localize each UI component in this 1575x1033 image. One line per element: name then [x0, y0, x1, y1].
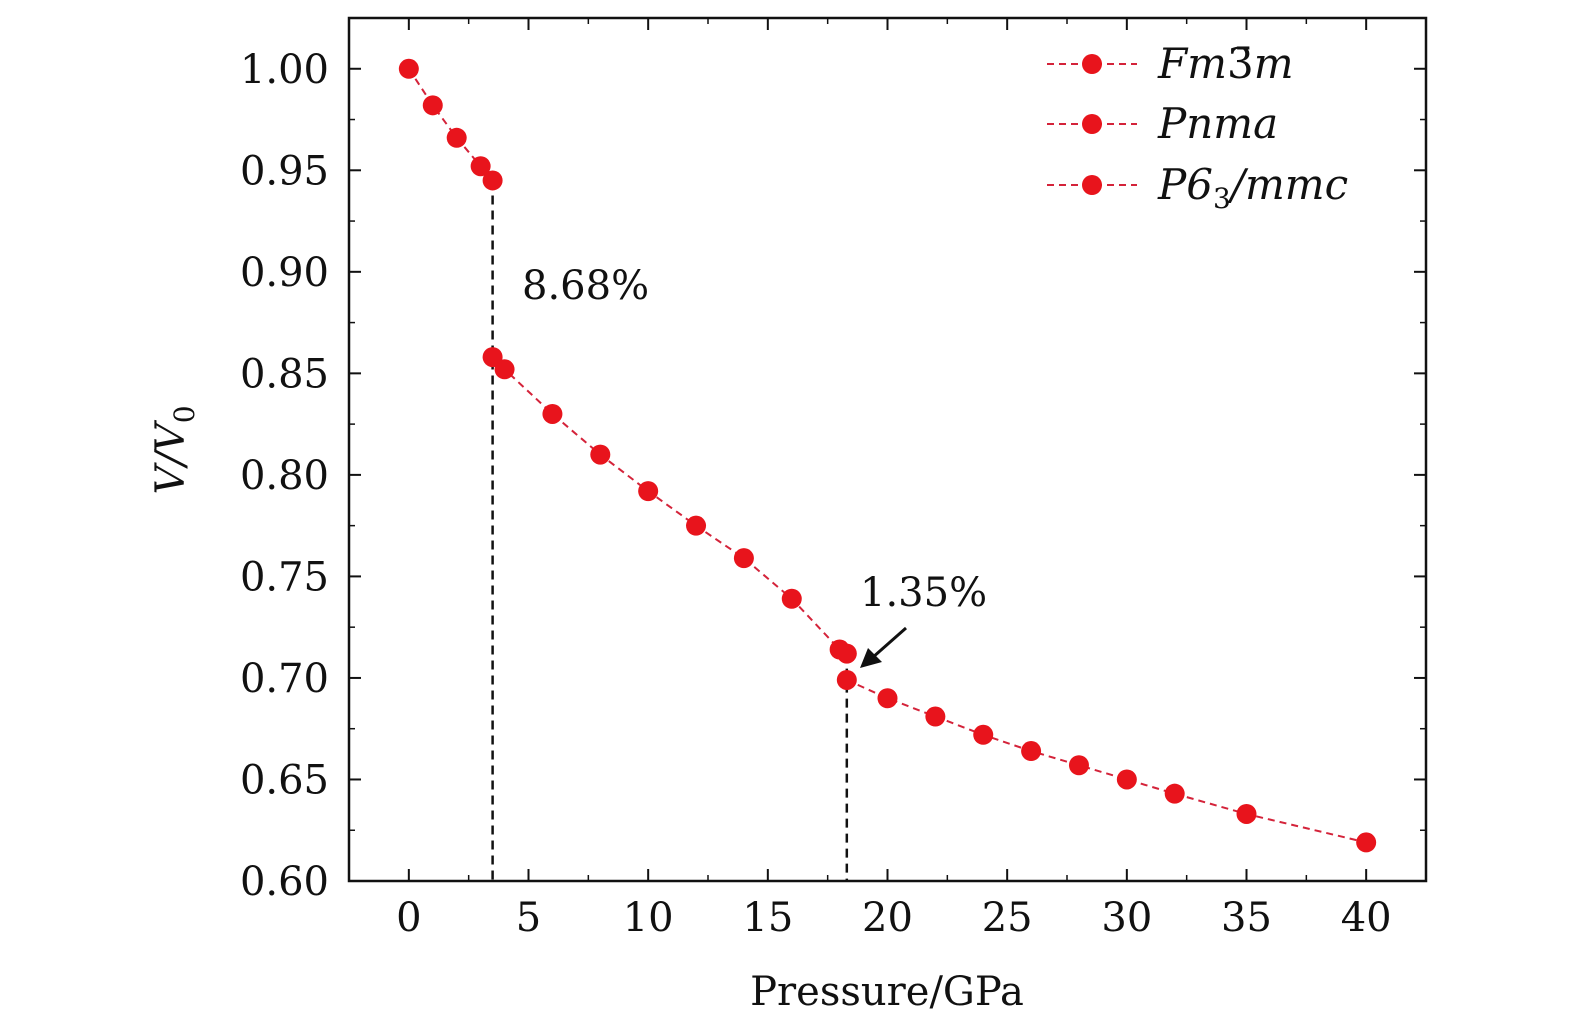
y-tick-labels: 0.60 0.65 0.70 0.75 0.80 0.85 0.90 0.95 1.00 — [240, 47, 329, 905]
data-point — [590, 444, 611, 465]
y-tick-label: 0.65 — [240, 757, 329, 803]
data-point — [638, 481, 659, 502]
data-point — [1356, 832, 1377, 853]
data-point — [422, 95, 443, 116]
y-tick-label: 0.85 — [240, 351, 329, 397]
legend-item-pnma: Pnma — [1047, 99, 1278, 148]
data-point — [925, 706, 946, 727]
x-axis-title: Pressure/GPa — [750, 969, 1024, 1015]
data-point — [1116, 769, 1137, 790]
x-tick-labels: 0 5 10 15 20 25 30 35 40 — [396, 895, 1392, 941]
data-point — [446, 127, 467, 148]
data-point — [398, 58, 419, 79]
legend-item-p63mmc: P63/mmc — [1047, 160, 1348, 215]
annotation-arrow — [860, 626, 907, 668]
x-tick-label: 15 — [742, 895, 793, 941]
x-tick-label: 30 — [1101, 895, 1152, 941]
data-point — [482, 347, 503, 368]
y-tick-label: 1.00 — [240, 47, 329, 93]
svg-text:P63/mmc: P63/mmc — [1157, 160, 1348, 215]
y-tick-label: 0.75 — [240, 554, 329, 600]
x-tick-label: 25 — [982, 895, 1033, 941]
y-tick-label: 0.60 — [240, 859, 329, 905]
transition-drop-lines — [491, 180, 849, 881]
data-point — [733, 548, 754, 569]
data-point — [1021, 741, 1042, 762]
svg-text:Pnma: Pnma — [1157, 99, 1278, 148]
svg-text:V/V0: V/V0 — [148, 405, 201, 494]
annotation-1-35: 1.35% — [860, 570, 987, 616]
series-line-2 — [846, 679, 1367, 844]
data-point — [1164, 783, 1185, 804]
data-point — [470, 156, 491, 177]
series-points — [398, 58, 1377, 853]
data-point — [1236, 803, 1257, 824]
data-point — [973, 724, 994, 745]
svg-text:Fm3̄m: Fm3̄m — [1157, 39, 1294, 88]
data-point — [494, 359, 515, 380]
y-axis-title: V/V0 — [148, 405, 201, 494]
y-tick-label: 0.80 — [240, 453, 329, 499]
axis-ticks — [349, 18, 1426, 882]
y-axis-title-subscript: 0 — [168, 405, 201, 423]
legend-item-fm3m: Fm3̄m — [1047, 39, 1294, 88]
y-tick-label: 0.95 — [240, 148, 329, 194]
data-point — [482, 170, 503, 191]
x-tick-label: 5 — [516, 895, 541, 941]
x-tick-label: 35 — [1221, 895, 1272, 941]
y-axis-title-main: V/V — [148, 419, 194, 494]
data-point — [836, 643, 857, 664]
data-point — [781, 588, 802, 609]
legend: Fm3̄m Pnma P63/mmc — [1047, 39, 1348, 215]
data-point — [836, 669, 857, 690]
data-point — [877, 688, 898, 709]
data-point — [542, 403, 563, 424]
x-tick-label: 40 — [1341, 895, 1392, 941]
data-point — [1068, 755, 1089, 776]
x-tick-label: 0 — [396, 895, 421, 941]
y-tick-label: 0.90 — [240, 250, 329, 296]
data-point — [686, 515, 707, 536]
x-tick-label: 20 — [862, 895, 913, 941]
y-tick-label: 0.70 — [240, 656, 329, 702]
annotation-8-68: 8.68% — [522, 263, 649, 309]
x-tick-label: 10 — [623, 895, 674, 941]
series-line-1 — [491, 356, 848, 655]
